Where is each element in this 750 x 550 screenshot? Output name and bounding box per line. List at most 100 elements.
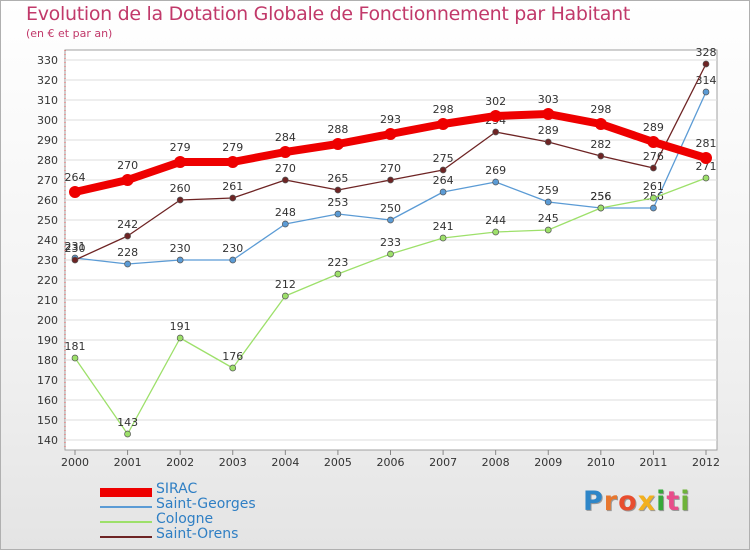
data-point-saint-orens xyxy=(650,164,657,172)
data-point-saint-orens xyxy=(492,128,500,136)
y-tick-label: 170 xyxy=(37,374,58,387)
y-tick-label: 190 xyxy=(37,334,58,347)
data-point-saint-orens xyxy=(71,256,79,264)
data-label-saint-georges: 269 xyxy=(485,164,506,177)
data-label-cologne: 176 xyxy=(222,350,243,363)
data-label-saint-orens: 270 xyxy=(380,162,401,175)
x-tick-label: 2004 xyxy=(271,456,299,469)
data-point-saint-georges xyxy=(334,210,342,218)
data-point-saint-orens xyxy=(387,176,394,184)
data-label-saint-orens: 230 xyxy=(65,242,86,255)
data-point-sirac xyxy=(174,156,187,168)
data-label-cologne: 233 xyxy=(380,236,401,249)
data-label-sirac: 270 xyxy=(117,159,138,172)
data-point-saint-orens xyxy=(544,138,552,146)
y-tick-label: 210 xyxy=(37,294,58,307)
data-point-cologne xyxy=(176,334,184,342)
y-tick-label: 240 xyxy=(37,234,58,247)
data-label-saint-georges: 256 xyxy=(590,190,611,203)
data-point-saint-orens xyxy=(229,194,237,202)
x-tick-label: 2012 xyxy=(692,456,720,469)
data-label-saint-orens: 242 xyxy=(117,218,138,231)
y-tick-label: 280 xyxy=(37,154,58,167)
legend-label: Saint-Orens xyxy=(156,526,239,542)
data-point-saint-orens xyxy=(124,232,131,240)
data-label-cologne: 191 xyxy=(170,320,191,333)
data-point-cologne xyxy=(597,204,605,212)
data-label-saint-georges: 228 xyxy=(117,246,138,259)
data-label-saint-orens: 289 xyxy=(538,124,559,137)
y-tick-label: 270 xyxy=(37,174,58,187)
data-label-saint-orens: 270 xyxy=(275,162,296,175)
y-tick-label: 310 xyxy=(37,94,58,107)
data-point-saint-orens xyxy=(176,196,184,204)
x-tick-label: 2011 xyxy=(639,456,667,469)
data-point-sirac xyxy=(647,136,660,148)
legend-label: Saint-Georges xyxy=(156,496,256,512)
data-point-cologne xyxy=(544,226,552,234)
data-point-cologne xyxy=(334,270,342,278)
data-label-cologne: 271 xyxy=(696,160,717,173)
legend-label: SIRAC xyxy=(156,481,198,497)
data-point-sirac xyxy=(594,118,607,130)
data-label-cologne: 143 xyxy=(117,416,138,429)
data-label-sirac: 284 xyxy=(275,131,296,144)
data-label-sirac: 264 xyxy=(65,171,86,184)
y-tick-label: 200 xyxy=(37,314,58,327)
data-label-saint-orens: 275 xyxy=(433,152,454,165)
data-point-saint-georges xyxy=(281,220,289,228)
y-tick-label: 180 xyxy=(37,354,58,367)
data-label-saint-georges: 250 xyxy=(380,202,401,215)
data-label-cologne: 261 xyxy=(643,180,664,193)
data-point-saint-georges xyxy=(650,204,657,212)
data-point-saint-orens xyxy=(597,152,605,160)
data-label-saint-orens: 328 xyxy=(696,46,717,59)
data-label-sirac: 302 xyxy=(485,95,506,108)
data-label-saint-georges: 264 xyxy=(433,174,454,187)
legend-label: Cologne xyxy=(156,511,214,527)
y-tick-label: 300 xyxy=(37,114,58,127)
x-tick-label: 2003 xyxy=(219,456,247,469)
data-label-cologne: 245 xyxy=(538,212,559,225)
data-label-saint-orens: 276 xyxy=(643,150,664,163)
data-point-sirac xyxy=(489,110,502,122)
y-tick-label: 320 xyxy=(37,74,58,87)
data-label-cologne: 256 xyxy=(590,190,611,203)
y-tick-label: 290 xyxy=(37,134,58,147)
chart-subtitle: (en € et par an) xyxy=(26,27,113,40)
y-tick-label: 260 xyxy=(37,194,58,207)
x-tick-label: 2000 xyxy=(61,456,89,469)
data-label-saint-georges: 314 xyxy=(696,74,717,87)
logo-letter: i xyxy=(680,486,691,517)
data-label-sirac: 288 xyxy=(327,123,348,136)
y-tick-label: 150 xyxy=(37,414,58,427)
x-tick-label: 2002 xyxy=(166,456,194,469)
data-point-saint-orens xyxy=(334,186,342,194)
data-point-sirac xyxy=(69,186,81,198)
data-point-sirac xyxy=(121,174,134,186)
x-tick-label: 2010 xyxy=(587,456,615,469)
x-tick-label: 2005 xyxy=(324,456,352,469)
x-tick-label: 2009 xyxy=(534,456,562,469)
data-label-saint-georges: 230 xyxy=(170,242,191,255)
data-point-saint-orens xyxy=(702,60,710,68)
legend-swatch xyxy=(100,487,152,497)
data-label-saint-georges: 231 xyxy=(65,240,86,253)
data-point-cologne xyxy=(124,430,131,438)
data-label-sirac: 298 xyxy=(433,103,454,116)
data-label-sirac: 279 xyxy=(170,141,191,154)
data-point-saint-georges xyxy=(229,256,237,264)
data-label-saint-georges: 230 xyxy=(222,242,243,255)
data-point-saint-orens xyxy=(281,176,289,184)
legend-swatch xyxy=(100,521,152,523)
data-point-saint-georges xyxy=(492,178,500,186)
data-label-saint-orens: 282 xyxy=(590,138,611,151)
data-label-saint-orens: 265 xyxy=(327,172,348,185)
data-point-sirac xyxy=(700,152,712,164)
data-label-saint-georges: 253 xyxy=(327,196,348,209)
data-label-cologne: 241 xyxy=(433,220,454,233)
data-label-cologne: 223 xyxy=(327,256,348,269)
logo-letter: i xyxy=(656,486,667,517)
y-tick-label: 220 xyxy=(37,274,58,287)
data-label-saint-orens: 260 xyxy=(170,182,191,195)
